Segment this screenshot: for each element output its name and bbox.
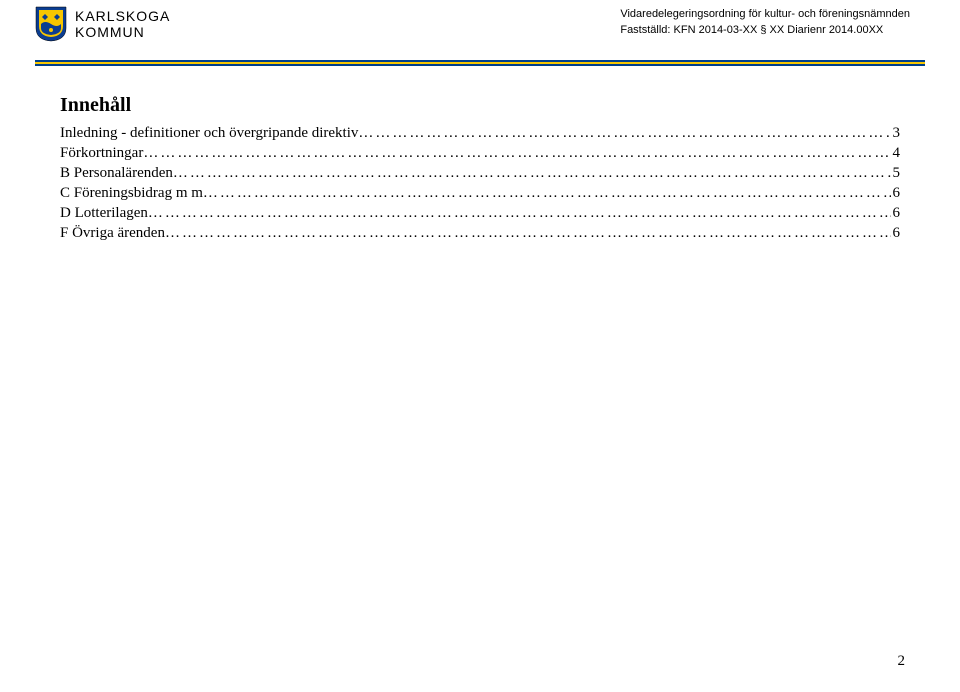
org-name-line1: KARLSKOGA: [75, 8, 170, 24]
toc-entry-label: Inledning - definitioner och övergripand…: [60, 123, 358, 143]
toc-heading: Innehåll: [60, 94, 900, 117]
toc-entry-leader: ……………………………………………………………………………………………………………: [143, 143, 890, 163]
toc-entry-page: 3: [891, 123, 901, 143]
header-rule: [35, 60, 925, 66]
document-header: KARLSKOGA KOMMUN Vidaredelegeringsordnin…: [0, 0, 960, 50]
toc-entry-label: F Övriga ärenden: [60, 223, 165, 243]
toc-entry-leader: ……………………………………………………………………………………………………………: [148, 203, 891, 223]
toc-entry-leader: ……………………………………………………………………………………………………………: [173, 163, 891, 183]
toc-entry-label: Förkortningar: [60, 143, 143, 163]
toc-entry-label: C Föreningsbidrag m m: [60, 183, 203, 203]
toc-entry: Inledning - definitioner och övergripand…: [60, 123, 900, 143]
org-name: KARLSKOGA KOMMUN: [75, 8, 170, 40]
toc-entry-label: D Lotterilagen: [60, 203, 148, 223]
toc-entry-label: B Personalärenden: [60, 163, 173, 183]
toc-entry-leader: ……………………………………………………………………………………………………………: [165, 223, 891, 243]
toc-entry-page: 6: [891, 223, 901, 243]
toc-entry-page: 4: [891, 143, 901, 163]
shield-icon: [35, 6, 67, 42]
page-number: 2: [898, 653, 906, 670]
toc-entry-page: 6: [891, 183, 901, 203]
toc-entry-page: 5: [891, 163, 901, 183]
header-doc-subtitle: Fastställd: KFN 2014-03-XX § XX Diarienr…: [620, 22, 910, 38]
toc-entry: F Övriga ärenden…………………………………………………………………: [60, 223, 900, 243]
toc-list: Inledning - definitioner och övergripand…: [60, 123, 900, 243]
toc-entry: Förkortningar…………………………………………………………………………: [60, 143, 900, 163]
org-name-line2: KOMMUN: [75, 24, 170, 40]
header-meta: Vidaredelegeringsordning för kultur- och…: [620, 6, 910, 38]
rule-bot: [35, 64, 925, 66]
header-doc-title: Vidaredelegeringsordning för kultur- och…: [620, 6, 910, 22]
toc-entry-page: 6: [891, 203, 901, 223]
org-logo-block: KARLSKOGA KOMMUN: [35, 6, 170, 42]
toc-entry: C Föreningsbidrag m m……………………………………………………: [60, 183, 900, 203]
toc-entry: D Lotterilagen………………………………………………………………………: [60, 203, 900, 223]
content-area: Innehåll Inledning - definitioner och öv…: [0, 66, 960, 243]
toc-entry: B Personalärenden………………………………………………………………: [60, 163, 900, 183]
toc-entry-leader: ……………………………………………………………………………………………………………: [358, 123, 890, 143]
toc-entry-leader: ……………………………………………………………………………………………………………: [203, 183, 891, 203]
